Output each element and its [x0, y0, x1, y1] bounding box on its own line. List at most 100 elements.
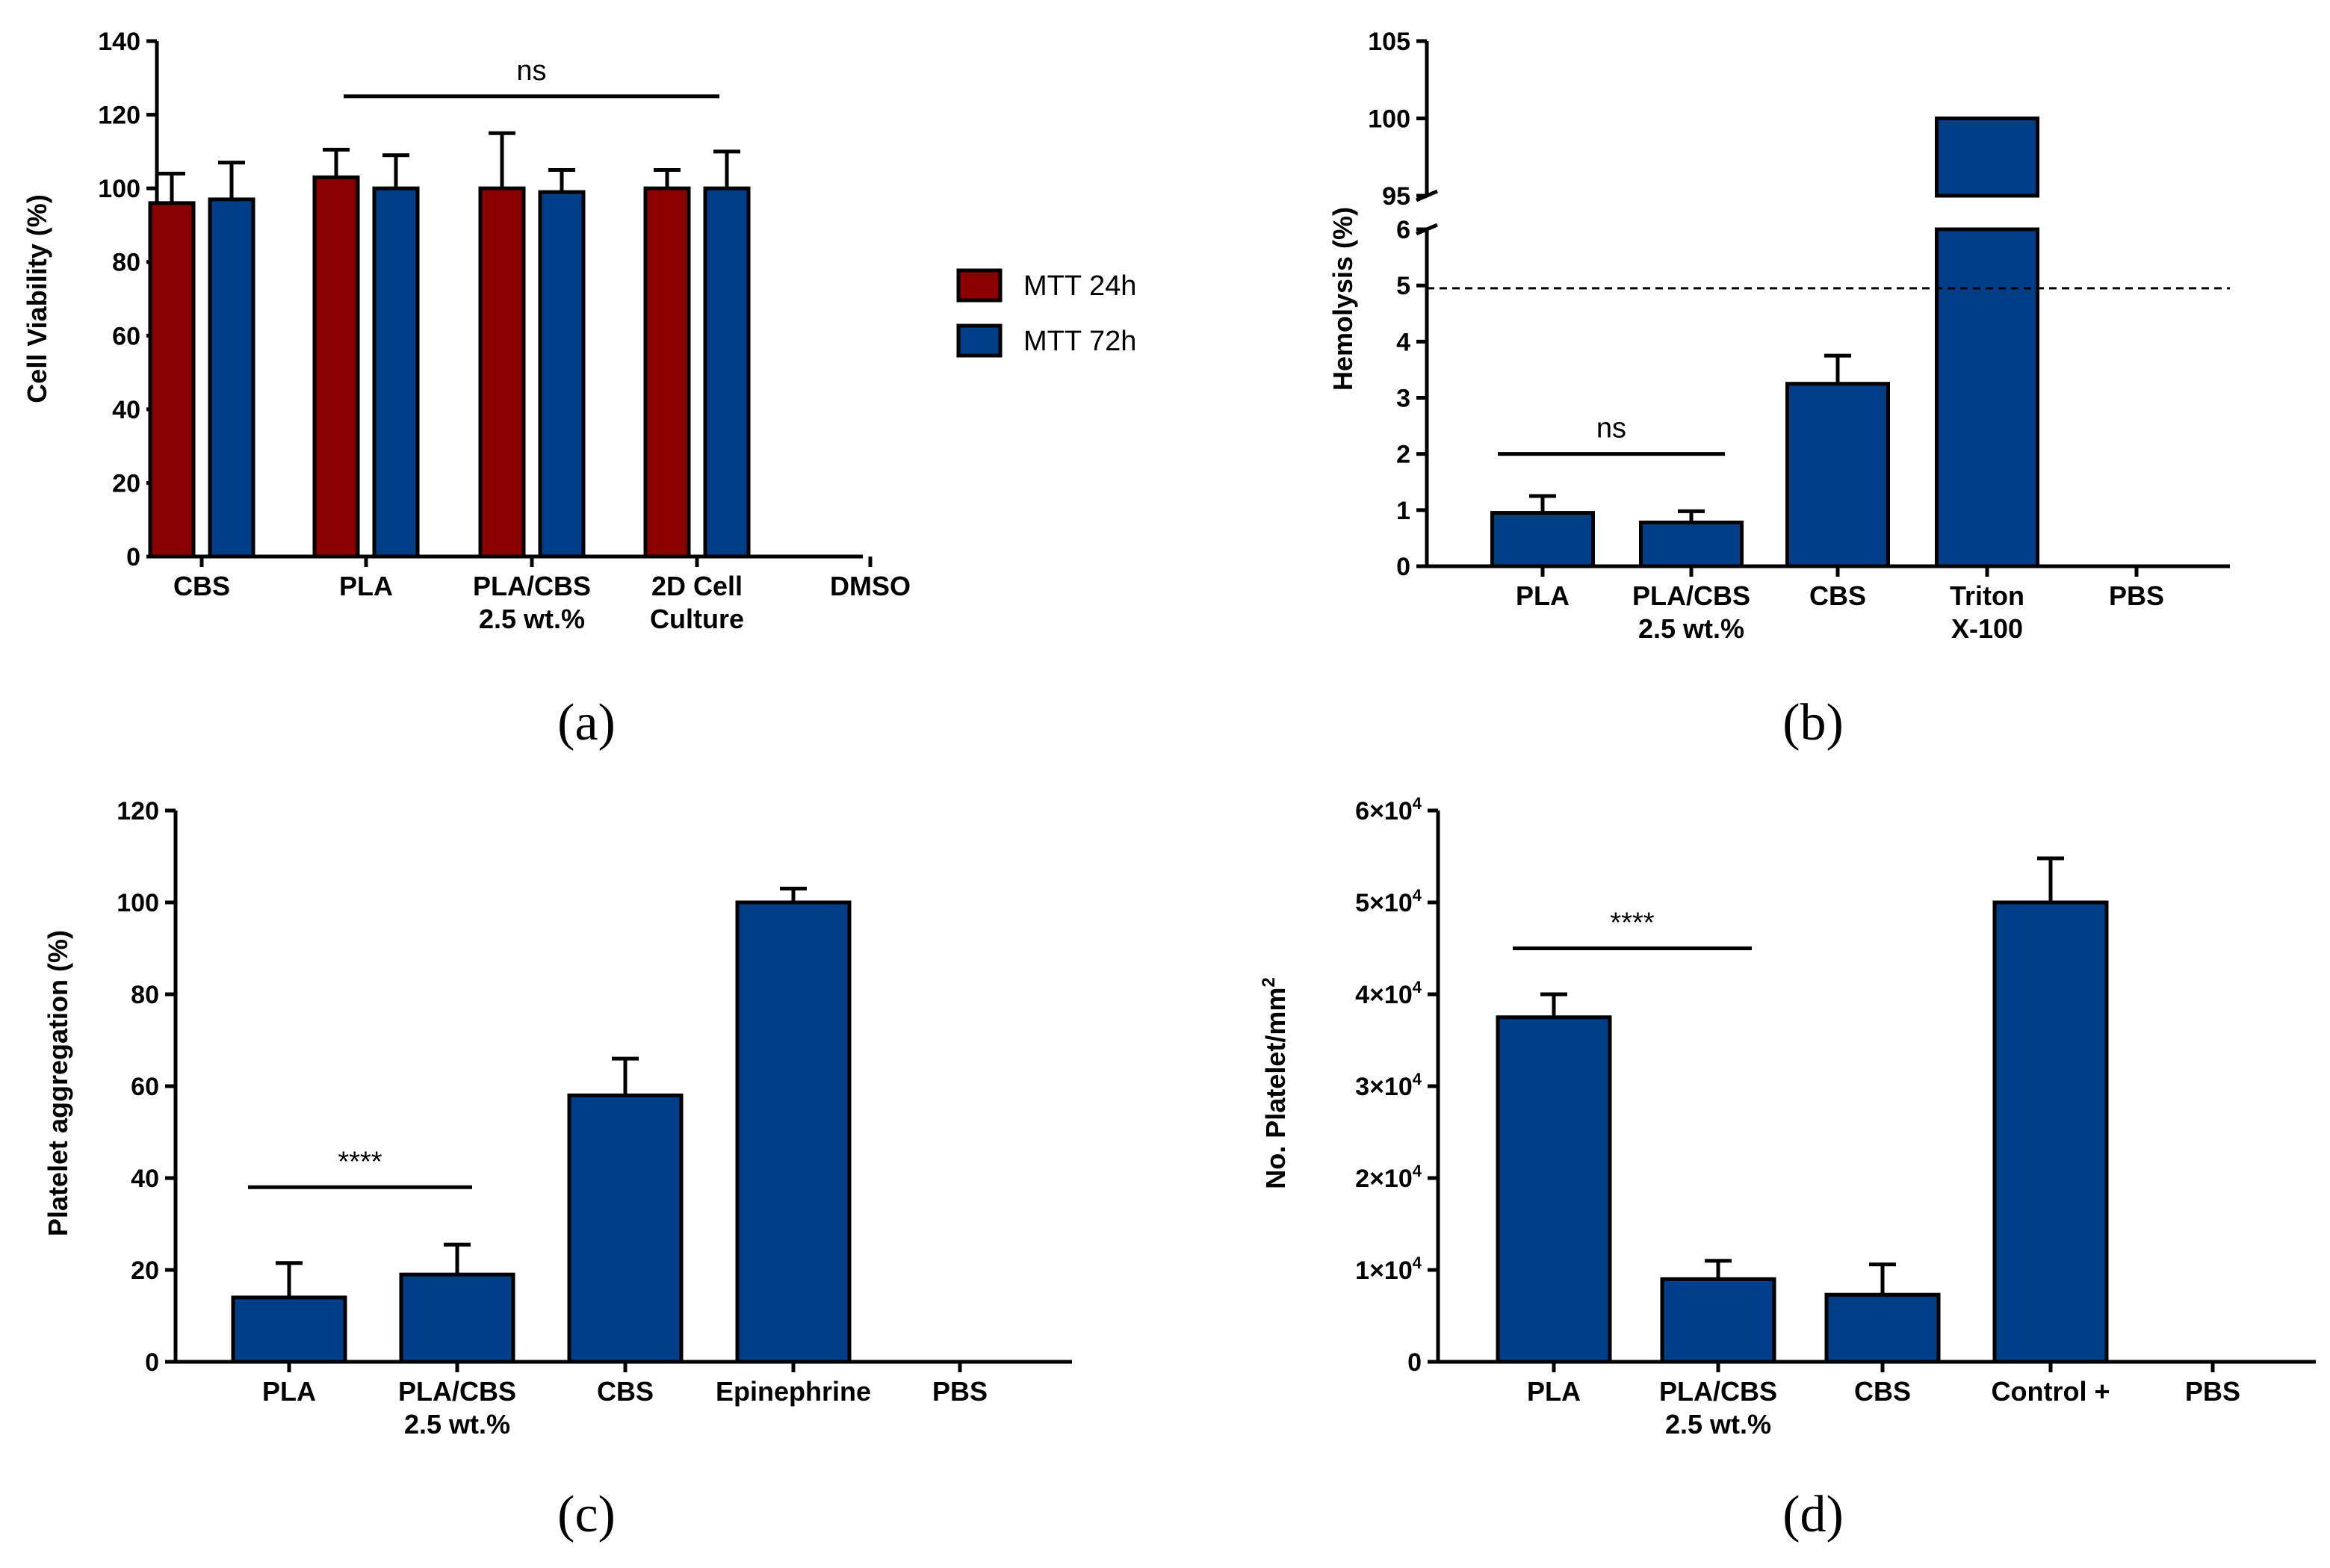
- a-x-tick-label: PLA: [339, 571, 393, 601]
- a-y-tick-label: 20: [112, 469, 140, 498]
- a-x-tick-label: 2D Cell: [651, 571, 743, 601]
- d-bar: [1496, 1015, 1612, 1364]
- d-y-axis-label-sup: 2: [1259, 977, 1279, 987]
- a-bar: [703, 186, 751, 559]
- a-bar: [148, 201, 196, 559]
- c-y-axis-label: Platelet aggregation (%): [43, 930, 73, 1236]
- a-bar: [312, 175, 360, 559]
- c-significance-label: ****: [338, 1146, 382, 1177]
- a-panel-label: (a): [557, 694, 616, 752]
- panel-b-hemolysis: Hemolysis (%) 0 1 2 3 4 5 6 95 100 105 PLA PLA/CBS2…: [1327, 28, 2230, 752]
- b-x-tick-label: X-100: [1951, 613, 2023, 644]
- b-y-axis-label: Hemolysis (%): [1327, 207, 1358, 391]
- b-y-tick-label: 3: [1396, 385, 1410, 413]
- a-y-tick-label: 0: [126, 543, 140, 571]
- c-y-tick-label: 20: [131, 1256, 159, 1285]
- panel-c-platelet-aggregation: Platelet aggregation (%) 0 20 40 60 80 100 120…: [43, 797, 1072, 1543]
- c-y-tick-label: 0: [145, 1348, 159, 1377]
- d-x-tick-label: CBS: [1854, 1376, 1911, 1407]
- a-x-tick-label: Culture: [650, 604, 744, 634]
- a-legend-swatch-mtt72: [956, 323, 1003, 358]
- a-bar: [538, 190, 586, 559]
- b-panel-label: (b): [1782, 694, 1844, 752]
- d-y-tick-mantissa: 4×10: [1355, 981, 1413, 1009]
- d-y-tick-mantissa: 0: [1407, 1348, 1422, 1377]
- a-legend-swatch-mtt24: [956, 268, 1003, 303]
- d-y-tick-exponent: 4: [1413, 794, 1422, 813]
- a-significance-label: ns: [516, 55, 546, 87]
- d-y-tick-mantissa: 5×10: [1355, 889, 1413, 917]
- b-x-tick-label: 2.5 wt.%: [1638, 613, 1744, 644]
- b-bar: [1935, 227, 2039, 568]
- d-y-tick-exponent: 4: [1413, 1070, 1422, 1088]
- c-y-tick-label: 120: [117, 797, 159, 825]
- a-x-tick-label: DMSO: [830, 571, 911, 601]
- d-x-tick-label: PLA: [1527, 1376, 1581, 1407]
- a-legend: MTT 24h MTT 72h: [956, 268, 1136, 358]
- d-bar: [1660, 1277, 1776, 1364]
- b-y-tick-label: 6: [1396, 216, 1410, 244]
- d-y-tick-mantissa: 1×10: [1355, 1256, 1413, 1285]
- b-y-tick-label: 0: [1396, 553, 1410, 581]
- a-bar: [208, 197, 255, 559]
- d-x-tick-label: 2.5 wt.%: [1665, 1409, 1771, 1440]
- c-bar: [231, 1295, 347, 1364]
- d-x-tick-label: Control +: [1992, 1376, 2110, 1407]
- c-x-tick-label: PBS: [932, 1376, 988, 1407]
- a-x-tick-label: CBS: [173, 571, 230, 601]
- b-y-tick-label: 4: [1396, 328, 1410, 356]
- b-bar: [1785, 382, 1890, 568]
- d-y-tick-mantissa: 3×10: [1355, 1073, 1413, 1101]
- a-y-tick-label: 40: [112, 396, 140, 424]
- c-y-tick-label: 60: [131, 1073, 159, 1101]
- b-x-tick-label: Triton: [1950, 580, 2024, 611]
- a-y-tick-label: 60: [112, 322, 140, 350]
- d-y-tick-exponent: 4: [1413, 978, 1422, 997]
- d-bar: [1992, 900, 2109, 1364]
- b-y-tick-label: 100: [1368, 105, 1410, 134]
- a-bar: [372, 186, 420, 559]
- a-legend-label-mtt24: MTT 24h: [1023, 270, 1136, 302]
- b-y-tick-label: 95: [1382, 182, 1410, 211]
- d-y-tick-label: 6×104: [1355, 794, 1422, 825]
- d-y-tick-exponent: 4: [1413, 1162, 1422, 1180]
- b-bar: [1490, 511, 1595, 568]
- b-significance-label: ns: [1596, 413, 1626, 444]
- c-bar: [399, 1272, 515, 1364]
- a-x-tick-label: PLA/CBS: [473, 571, 591, 601]
- c-x-tick-label: CBS: [597, 1376, 654, 1407]
- b-y-tick-label: 105: [1368, 28, 1410, 56]
- b-bar: [1935, 117, 2039, 198]
- c-x-tick-label: 2.5 wt.%: [404, 1409, 510, 1440]
- d-y-tick-mantissa: 6×10: [1355, 797, 1413, 825]
- c-bar: [567, 1093, 684, 1364]
- c-panel-label: (c): [557, 1486, 616, 1543]
- d-y-tick-label: 2×104: [1355, 1162, 1422, 1193]
- c-bar: [735, 900, 852, 1364]
- a-y-tick-label: 100: [98, 175, 140, 203]
- a-bar: [478, 186, 526, 559]
- b-y-tick-label: 5: [1396, 272, 1410, 300]
- d-y-tick-label: 1×104: [1355, 1254, 1422, 1285]
- d-y-tick-exponent: 4: [1413, 886, 1422, 905]
- d-bar: [1824, 1292, 1941, 1364]
- a-y-axis-label: Cell Viability (%): [22, 194, 52, 403]
- c-y-tick-label: 100: [117, 889, 159, 917]
- d-x-tick-label: PLA/CBS: [1659, 1376, 1777, 1407]
- a-x-tick-label: 2.5 wt.%: [479, 604, 585, 634]
- a-y-tick-label: 120: [98, 102, 140, 130]
- c-x-tick-label: Epinephrine: [716, 1376, 871, 1407]
- c-x-tick-label: PLA/CBS: [398, 1376, 516, 1407]
- c-x-tick-label: PLA: [262, 1376, 316, 1407]
- b-x-tick-label: CBS: [1809, 580, 1866, 611]
- c-y-tick-label: 80: [131, 981, 159, 1009]
- b-y-tick-label: 2: [1396, 441, 1410, 469]
- d-y-tick-exponent: 4: [1413, 1254, 1422, 1272]
- d-y-tick-label: 0: [1407, 1348, 1422, 1377]
- b-bar: [1639, 520, 1744, 568]
